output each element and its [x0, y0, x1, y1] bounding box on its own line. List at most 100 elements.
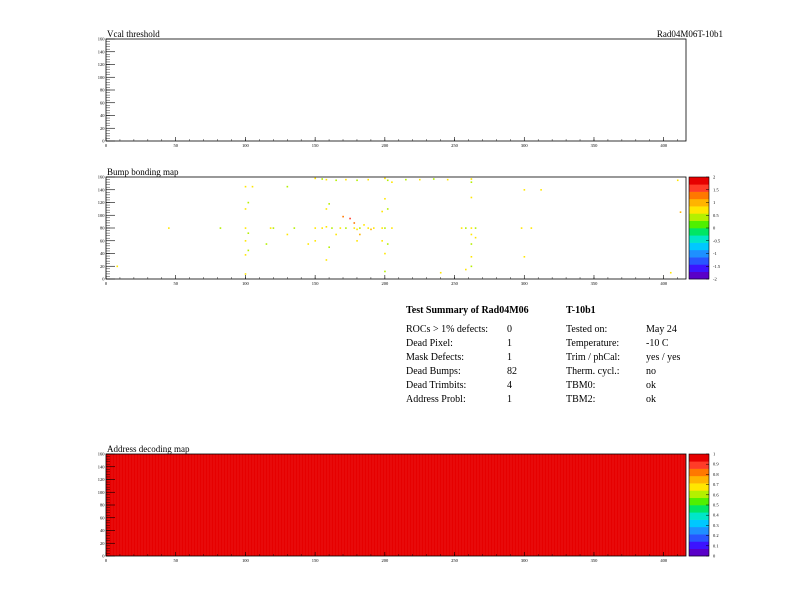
x-tick-label: 350	[591, 143, 599, 148]
y-tick-label: 20	[100, 541, 105, 546]
bump-bonding-color-scale: -2 -1.5 -1 -0.5 0 0.5 1 1.5 2	[688, 175, 721, 282]
summary-label: Trim / phCal:	[566, 352, 621, 363]
data-point	[384, 227, 386, 229]
color-scale-segment	[689, 206, 709, 214]
data-point	[370, 228, 372, 231]
color-scale-label: 0.4	[713, 513, 719, 518]
data-point	[345, 178, 347, 181]
run-id-label: Rad04M06T-10b1	[657, 29, 723, 39]
color-scale-segment	[689, 191, 709, 200]
data-point	[251, 185, 254, 188]
data-point	[244, 273, 247, 275]
data-point	[363, 224, 365, 226]
y-tick-label: 0	[102, 139, 105, 144]
x-tick-label: 300	[521, 143, 529, 148]
data-point	[540, 189, 542, 191]
summary-label: Dead Trimbits:	[406, 380, 467, 391]
data-point	[269, 227, 272, 229]
data-point	[244, 208, 247, 210]
data-point	[386, 243, 389, 245]
color-scale-label: 0.9	[713, 462, 719, 467]
data-point	[325, 178, 328, 181]
color-scale-segment	[689, 228, 709, 236]
y-tick-label: 20	[100, 126, 105, 131]
x-tick-label: 400	[660, 558, 668, 563]
color-scale-label: 0.5	[713, 503, 719, 508]
summary-label: Dead Bumps:	[406, 366, 461, 377]
color-scale-label: 0.6	[713, 492, 719, 497]
color-scale-segment	[689, 249, 709, 258]
y-tick-label: 40	[100, 528, 105, 533]
data-point	[470, 227, 473, 229]
address-decoding-title: Address decoding map	[107, 444, 190, 454]
bump-bonding-title: Bump bonding map	[107, 167, 179, 177]
color-scale-label: 0.2	[713, 533, 719, 538]
data-point	[116, 265, 119, 268]
data-point	[265, 243, 268, 245]
data-point	[293, 227, 296, 229]
color-scale-label: 1	[713, 200, 715, 205]
color-scale-segment	[689, 184, 709, 192]
x-tick-label: 350	[591, 558, 599, 563]
x-tick-label: 250	[451, 281, 459, 286]
data-point	[530, 227, 533, 229]
data-point	[391, 227, 393, 229]
y-tick-label: 100	[98, 75, 106, 80]
data-point	[384, 197, 386, 200]
data-point	[523, 189, 526, 191]
color-scale-label: 0	[713, 226, 716, 231]
data-point	[247, 201, 250, 204]
x-tick-label: 150	[312, 143, 320, 148]
address-decoding-plot: 0 50 100 150 200 250 300 350 400 0 20 40 60 80 100 120 1…	[98, 452, 687, 563]
data-point	[381, 227, 383, 229]
color-scale-label: 0.3	[713, 523, 719, 528]
data-point	[384, 270, 386, 273]
summary-value: May 24	[646, 324, 677, 335]
x-tick-label: 50	[173, 143, 178, 148]
summary-value: 82	[507, 366, 517, 377]
data-point	[356, 179, 358, 182]
x-tick-label: 50	[173, 281, 178, 286]
color-scale-label: 2	[713, 175, 715, 180]
color-scale-label: -1.5	[713, 264, 721, 269]
data-point	[470, 255, 473, 258]
data-point	[465, 227, 467, 229]
data-point	[367, 227, 370, 229]
y-tick-label: 100	[98, 490, 106, 495]
summary-label: Dead Pixel:	[406, 338, 453, 349]
y-tick-label: 60	[100, 100, 105, 105]
data-point	[325, 259, 328, 261]
address-decoding-color-scale: 0 0.1 0.2 0.3 0.4 0.5 0.6 0.7 0.8 0.9 1	[688, 452, 719, 559]
plot-frame	[105, 176, 687, 280]
x-tick-label: 300	[521, 281, 529, 286]
data-point	[523, 255, 526, 258]
y-tick-label: 60	[100, 238, 105, 243]
data-point	[470, 243, 473, 245]
color-scale-segment	[689, 475, 709, 484]
data-point	[321, 227, 324, 229]
color-scale-segment	[689, 468, 709, 477]
data-point	[470, 178, 473, 180]
summary-label: Tested on:	[566, 324, 608, 335]
color-scale-segment	[689, 483, 709, 491]
color-scale-segment	[689, 541, 709, 550]
data-point	[244, 240, 247, 242]
y-tick-label: 100	[98, 213, 106, 218]
y-tick-label: 120	[98, 62, 106, 67]
summary-label: Therm. cycl.:	[566, 366, 620, 377]
data-point	[381, 240, 383, 242]
data-point	[356, 240, 358, 242]
color-scale-segment	[689, 242, 709, 251]
data-point	[331, 227, 333, 229]
summary-title-right: T-10b1	[566, 305, 596, 316]
color-scale-segment	[689, 490, 709, 499]
y-tick-label: 160	[98, 175, 106, 180]
data-point	[321, 178, 324, 180]
summary-label: TBM0:	[566, 380, 596, 391]
y-tick-label: 60	[100, 515, 105, 520]
summary-value: yes / yes	[646, 352, 681, 363]
color-scale-label: 0.1	[713, 543, 719, 548]
data-point	[520, 227, 523, 229]
summary-value: 1	[507, 352, 512, 363]
y-tick-label: 0	[102, 554, 105, 559]
